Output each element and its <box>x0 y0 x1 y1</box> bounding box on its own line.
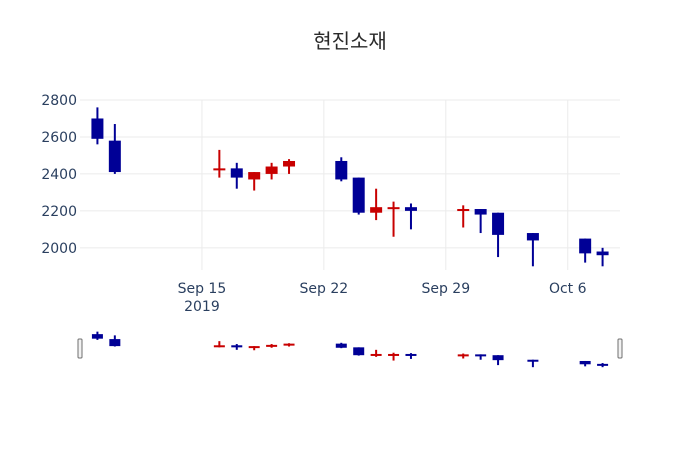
candle-decreasing <box>596 247 609 267</box>
candle-body <box>248 346 260 349</box>
candle-decreasing <box>579 238 592 263</box>
candle-increasing <box>370 349 382 357</box>
candle-decreasing <box>526 233 539 267</box>
candle-body <box>579 238 592 254</box>
candle-body <box>474 209 487 215</box>
candle-decreasing <box>353 347 365 356</box>
y-tick-label: 2200 <box>41 204 77 220</box>
range-slider-candles <box>91 331 609 368</box>
candle-body <box>388 353 400 356</box>
candle-decreasing <box>231 344 243 350</box>
candle-decreasing <box>108 124 121 174</box>
candle-decreasing <box>91 331 103 340</box>
candle-body <box>283 343 295 346</box>
y-tick-label: 2000 <box>41 241 77 257</box>
candle-body <box>492 355 504 361</box>
candle-decreasing <box>474 209 487 234</box>
candle-increasing <box>265 162 278 180</box>
candle-body <box>597 363 609 366</box>
candle-increasing <box>213 341 225 348</box>
x-tick-label: Oct 6 <box>549 281 587 297</box>
candle-body <box>248 172 261 180</box>
candle-decreasing <box>109 335 121 347</box>
candle-body <box>265 166 278 174</box>
y-tick-label: 2600 <box>41 130 77 146</box>
candle-body <box>230 168 243 178</box>
candle-body <box>475 354 487 357</box>
candle-decreasing <box>492 212 505 258</box>
candle-body <box>231 345 243 348</box>
candle-decreasing <box>405 353 417 359</box>
candle-decreasing <box>492 355 504 366</box>
x-tick-label: Sep 15 <box>178 281 227 297</box>
candle-body <box>353 347 365 356</box>
range-slider-left-handle[interactable] <box>77 338 83 359</box>
candle-body <box>579 360 591 365</box>
candle-decreasing <box>91 107 104 145</box>
candle-body <box>405 353 417 356</box>
candle-body <box>370 207 383 213</box>
candle-increasing <box>213 149 226 178</box>
candle-body <box>335 160 348 180</box>
candle-body <box>527 359 539 362</box>
candle-body <box>457 209 470 212</box>
y-tick-label: 2800 <box>41 93 77 109</box>
candle-body <box>91 118 104 139</box>
x-axis-tick-labels: Sep 15 2019 Sep 22 Sep 29 Oct 6 <box>178 281 587 315</box>
candle-increasing <box>370 188 383 221</box>
candle-decreasing <box>579 360 591 367</box>
candle-decreasing <box>404 203 417 230</box>
candle-decreasing <box>230 162 243 189</box>
candles <box>91 107 609 267</box>
candle-increasing <box>387 201 400 237</box>
candle-decreasing <box>352 177 365 215</box>
candle-increasing <box>388 352 400 361</box>
candle-decreasing <box>475 354 487 360</box>
candle-body <box>387 207 400 210</box>
candle-body <box>492 212 505 235</box>
candle-increasing <box>283 343 295 347</box>
candle-decreasing <box>527 359 539 368</box>
x-tick-year-label: 2019 <box>184 299 220 315</box>
candle-body <box>370 353 382 356</box>
candle-decreasing <box>335 157 348 182</box>
candle-body <box>108 140 121 173</box>
candle-body <box>91 334 103 339</box>
candle-decreasing <box>597 363 609 368</box>
candle-body <box>109 339 121 347</box>
range-slider-right-handle[interactable] <box>617 338 623 359</box>
candle-body <box>457 354 469 357</box>
candle-increasing <box>457 353 469 359</box>
y-tick-label: 2400 <box>41 167 77 183</box>
candle-decreasing <box>335 342 347 349</box>
candle-increasing <box>248 172 261 191</box>
candle-body <box>213 345 225 348</box>
x-tick-label: Sep 29 <box>421 281 470 297</box>
candle-body <box>404 207 417 211</box>
candle-body <box>526 233 539 241</box>
candle-body <box>335 343 347 348</box>
candle-increasing <box>248 346 260 351</box>
x-tick-label: Sep 22 <box>300 281 349 297</box>
y-axis-tick-labels: 2000 2200 2400 2600 2800 <box>41 93 77 257</box>
candle-increasing <box>283 159 296 174</box>
candle-body <box>283 160 296 167</box>
gridlines <box>80 99 620 270</box>
chart-title: 현진소재 <box>313 29 387 53</box>
candle-body <box>266 344 278 347</box>
candle-body <box>596 251 609 256</box>
candle-increasing <box>457 205 470 228</box>
candle-increasing <box>266 344 278 348</box>
candle-body <box>213 168 226 171</box>
candle-body <box>352 177 365 213</box>
range-slider[interactable] <box>77 331 623 368</box>
